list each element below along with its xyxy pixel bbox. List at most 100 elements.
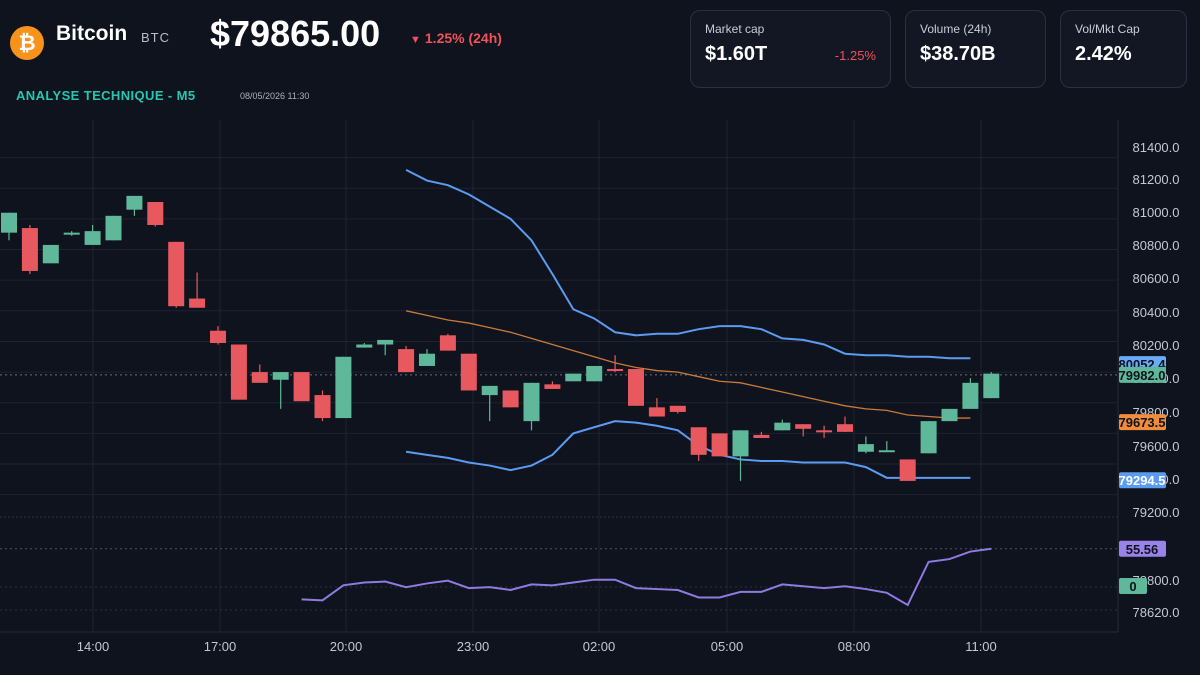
price-tag-label: 79982.0	[1119, 368, 1166, 383]
candle-body	[983, 373, 1000, 399]
x-tick-label: 17:00	[204, 639, 237, 654]
candle-body	[669, 405, 686, 412]
vol-mkt-cap-card: Vol/Mkt Cap 2.42%	[1060, 10, 1187, 88]
price-tag	[1119, 414, 1166, 431]
candle-body	[899, 459, 916, 481]
x-tick-label: 05:00	[711, 639, 744, 654]
volume-label: Volume (24h)	[920, 22, 992, 36]
candle-body	[439, 335, 456, 351]
bollinger-bands	[405, 168, 971, 479]
coin-name: Bitcoin	[56, 22, 128, 45]
candle-body	[502, 390, 519, 408]
y-tick-label: 78620.0	[1133, 605, 1180, 620]
candle-body	[753, 434, 770, 438]
vol-mkt-cap-value: 2.42%	[1075, 43, 1132, 65]
candle-body	[63, 232, 80, 235]
candle-body	[460, 353, 477, 391]
candle-body	[147, 202, 164, 225]
candle-body	[732, 430, 749, 457]
price-change: ▼ 1.25% (24h)	[410, 30, 502, 46]
candle-body	[251, 372, 268, 383]
y-tick-label: 81200.0	[1133, 172, 1180, 187]
y-tick-label: 80800.0	[1133, 238, 1180, 253]
candle-body	[774, 422, 791, 431]
candle-body	[168, 241, 185, 307]
volume-value: $38.70B	[920, 43, 996, 65]
x-tick-label: 08:00	[838, 639, 871, 654]
y-tick-label: 80200.0	[1133, 338, 1180, 353]
middle-band-line	[405, 310, 971, 419]
price-tag	[1119, 366, 1166, 383]
analysis-title: ANALYSE TECHNIQUE - M5	[16, 88, 196, 103]
candle-body	[84, 231, 101, 245]
candle-body	[607, 369, 624, 372]
analysis-date: 08/05/2026 11:30	[240, 91, 310, 101]
candle-body	[857, 444, 874, 452]
rsi-tag-label: 55.56	[1126, 542, 1159, 557]
y-tick-label: 79600.0	[1133, 439, 1180, 454]
market-cap-value: $1.60T	[705, 43, 768, 65]
candle-body	[398, 349, 415, 373]
candle-body	[189, 298, 206, 308]
rsi-indicator	[0, 547, 1118, 611]
candle-body	[962, 382, 979, 409]
market-cap-label: Market cap	[705, 22, 765, 36]
candle-body	[293, 372, 310, 402]
candle-body	[711, 433, 728, 457]
candle-body	[42, 244, 59, 264]
price-tag	[1119, 472, 1166, 489]
candle-body	[523, 382, 540, 422]
current-price: $79865.00	[210, 13, 381, 54]
price-tag-label: 79294.5	[1119, 473, 1166, 488]
y-tick-label: 80400.0	[1133, 305, 1180, 320]
candle-body	[126, 195, 143, 210]
y-tick-label: 80600.0	[1133, 271, 1180, 286]
rsi-line	[301, 547, 992, 607]
candle-body	[837, 424, 853, 432]
candle-body	[1, 212, 17, 233]
candle-body	[230, 344, 247, 400]
lower-band-line	[405, 420, 971, 479]
rsi-zero-label: 0	[1129, 579, 1136, 594]
y-tick-label: 81000.0	[1133, 205, 1180, 220]
candle-body	[941, 408, 958, 422]
candles	[1, 195, 1000, 481]
chart-grid	[0, 120, 1119, 633]
candle-body	[314, 395, 331, 419]
candle-body	[690, 427, 707, 455]
candle-body	[356, 344, 373, 348]
price-tag-label: 79673.5	[1119, 415, 1166, 430]
candle-body	[210, 330, 226, 343]
rsi-tag	[1119, 540, 1166, 557]
market-cap-card: Market cap $1.60T -1.25%	[690, 10, 891, 88]
header: ₿ Bitcoin BTC $79865.00 ▼ 1.25% (24h) Mar…	[0, 0, 1200, 120]
upper-band-line	[405, 168, 971, 360]
candle-body	[628, 369, 644, 406]
candle-body	[816, 430, 833, 433]
candle-body	[586, 365, 603, 382]
coin-symbol: BTC	[141, 30, 170, 45]
candle-body	[565, 373, 582, 382]
x-tick-label: 20:00	[330, 639, 363, 654]
candle-body	[335, 356, 352, 419]
candle-body	[377, 339, 394, 345]
y-tick-label: 81400.0	[1133, 140, 1180, 155]
candle-body	[878, 450, 895, 453]
candle-body	[920, 421, 937, 454]
x-tick-label: 02:00	[583, 639, 616, 654]
market-cap-delta: -1.25%	[834, 48, 876, 63]
candle-body	[419, 353, 435, 366]
x-tick-label: 14:00	[77, 639, 110, 654]
volume-card: Volume (24h) $38.70B	[905, 10, 1046, 88]
x-tick-label: 23:00	[457, 639, 490, 654]
y-tick-label: 79200.0	[1133, 505, 1180, 520]
vol-mkt-cap-label: Vol/Mkt Cap	[1075, 22, 1140, 36]
x-tick-label: 11:00	[965, 639, 997, 654]
candle-body	[648, 407, 665, 417]
time-axis: 14:00 17:00 20:00 23:00 02:00 05:00 08:00 11:00	[77, 639, 997, 654]
down-arrow-icon: ▼	[410, 34, 421, 46]
candle-body	[795, 424, 812, 429]
candle-body	[481, 385, 498, 396]
